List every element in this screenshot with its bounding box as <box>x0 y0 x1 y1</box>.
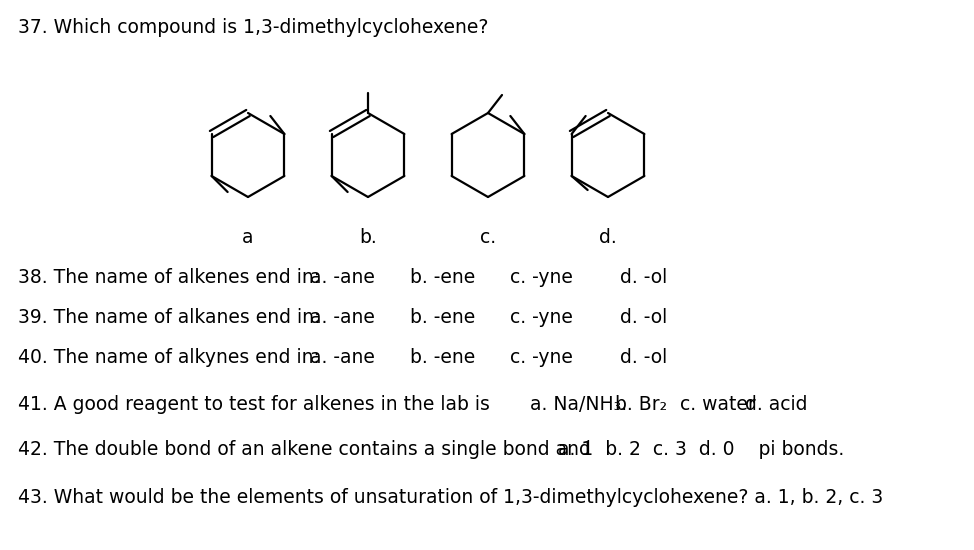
Text: 42. The double bond of an alkene contains a single bond and: 42. The double bond of an alkene contain… <box>18 440 591 459</box>
Text: d. -ol: d. -ol <box>620 308 667 327</box>
Text: b. Br₂: b. Br₂ <box>615 395 667 414</box>
Text: c.: c. <box>480 228 496 247</box>
Text: b.: b. <box>359 228 377 247</box>
Text: 40. The name of alkynes end in:: 40. The name of alkynes end in: <box>18 348 319 367</box>
Text: d. -ol: d. -ol <box>620 348 667 367</box>
Text: 41. A good reagent to test for alkenes in the lab is: 41. A good reagent to test for alkenes i… <box>18 395 490 414</box>
Text: d. acid: d. acid <box>745 395 807 414</box>
Text: c. -yne: c. -yne <box>510 268 573 287</box>
Text: a: a <box>243 228 254 247</box>
Text: 37. Which compound is 1,3-dimethylcyclohexene?: 37. Which compound is 1,3-dimethylcycloh… <box>18 18 488 37</box>
Text: a. -ane: a. -ane <box>310 348 375 367</box>
Text: 43. What would be the elements of unsaturation of 1,3-dimethylcyclohexene? a. 1,: 43. What would be the elements of unsatu… <box>18 488 883 507</box>
Text: b. -ene: b. -ene <box>410 268 475 287</box>
Text: c. -yne: c. -yne <box>510 348 573 367</box>
Text: a. 1  b. 2  c. 3  d. 0    pi bonds.: a. 1 b. 2 c. 3 d. 0 pi bonds. <box>558 440 844 459</box>
Text: a. -ane: a. -ane <box>310 308 375 327</box>
Text: 38. The name of alkenes end in:: 38. The name of alkenes end in: <box>18 268 320 287</box>
Text: d. -ol: d. -ol <box>620 268 667 287</box>
Text: b. -ene: b. -ene <box>410 348 475 367</box>
Text: a. Na/NH₃.: a. Na/NH₃. <box>530 395 627 414</box>
Text: c. water: c. water <box>680 395 756 414</box>
Text: c. -yne: c. -yne <box>510 308 573 327</box>
Text: a. -ane: a. -ane <box>310 268 375 287</box>
Text: 39. The name of alkanes end in:: 39. The name of alkanes end in: <box>18 308 320 327</box>
Text: b. -ene: b. -ene <box>410 308 475 327</box>
Text: d.: d. <box>599 228 617 247</box>
